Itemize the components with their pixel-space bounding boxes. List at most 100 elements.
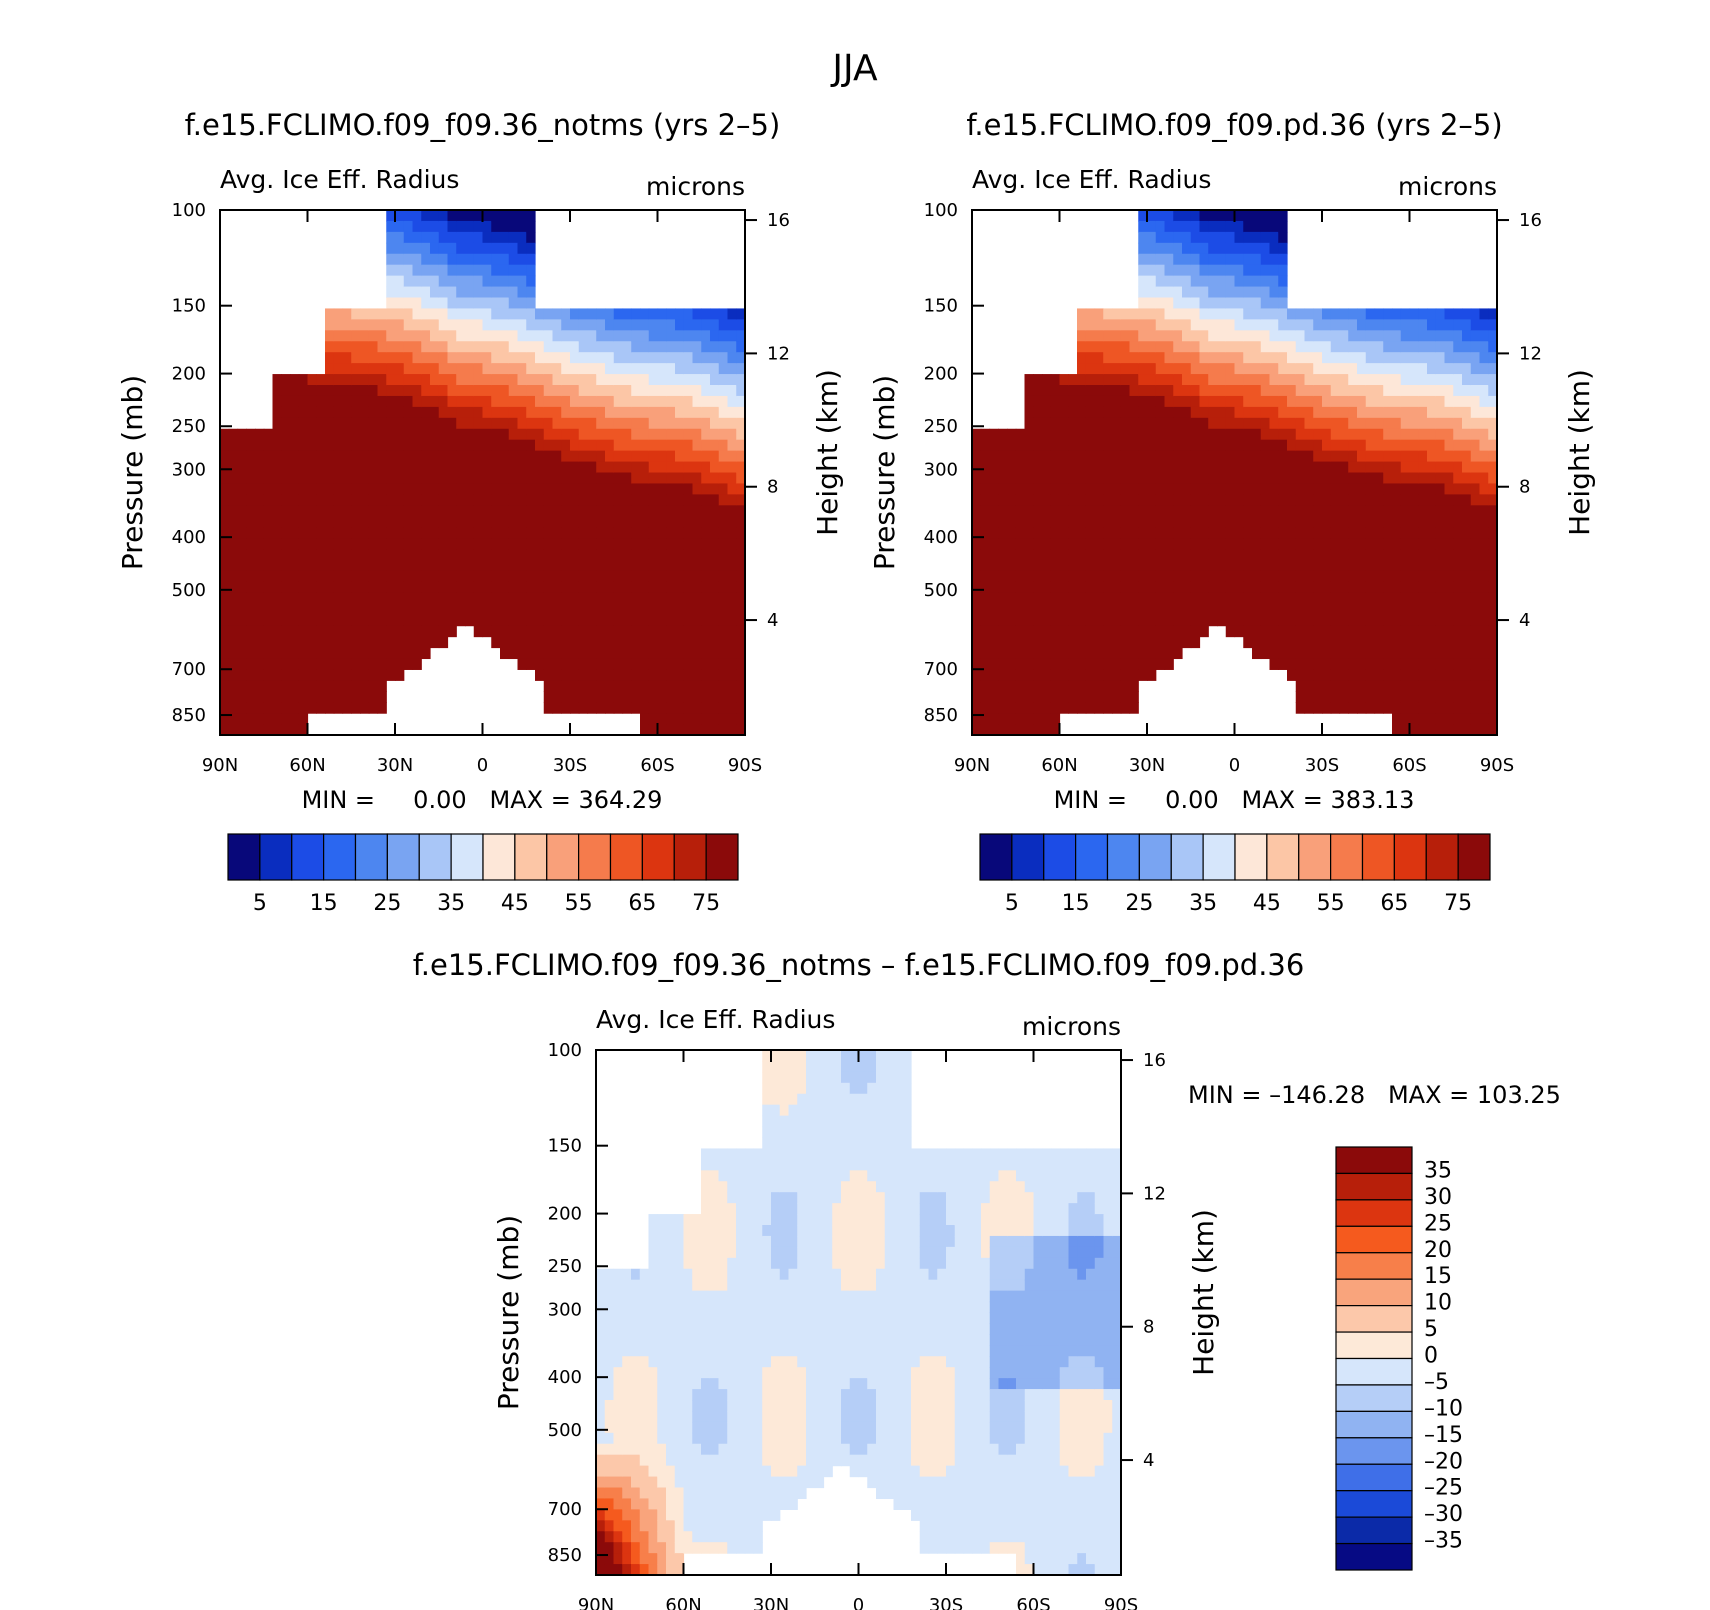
contour-cell bbox=[1015, 472, 1026, 485]
contour-cell bbox=[1112, 395, 1122, 408]
contour-cell bbox=[1050, 680, 1061, 692]
contour-cell bbox=[1479, 625, 1489, 638]
contour-cell bbox=[360, 341, 370, 353]
contour-cell bbox=[998, 581, 1008, 594]
contour-cell bbox=[1138, 352, 1148, 364]
contour-cell bbox=[1050, 472, 1061, 485]
contour-cell bbox=[1155, 570, 1166, 583]
contour-cell bbox=[508, 549, 519, 561]
contour-cell bbox=[1120, 560, 1131, 572]
contour-cell bbox=[535, 527, 545, 539]
contour-cell bbox=[683, 680, 694, 692]
contour-cell bbox=[456, 549, 466, 561]
contour-cell bbox=[622, 1334, 632, 1346]
contour-cell bbox=[1322, 428, 1332, 441]
contour-cell bbox=[692, 1367, 702, 1379]
contour-cell bbox=[1138, 264, 1148, 277]
contour-cell bbox=[1322, 352, 1332, 364]
contour-cell bbox=[1357, 363, 1367, 375]
contour-cell bbox=[640, 319, 650, 331]
contour-cell bbox=[228, 614, 239, 627]
contour-cell bbox=[1164, 253, 1174, 266]
contour-cell bbox=[578, 527, 589, 539]
contour-cell bbox=[1365, 691, 1376, 703]
colorbar-swatch bbox=[641, 833, 675, 881]
contour-cell bbox=[552, 647, 562, 660]
contour-cell bbox=[316, 439, 326, 452]
x-tick-label: 90S bbox=[1480, 755, 1514, 776]
contour-cell bbox=[613, 1498, 623, 1510]
contour-cell bbox=[290, 614, 300, 627]
contour-cell bbox=[1147, 286, 1157, 299]
contour-cell bbox=[1182, 417, 1192, 430]
contour-cell bbox=[613, 1323, 623, 1335]
contour-cell bbox=[1190, 308, 1201, 320]
contour-cell bbox=[1269, 570, 1279, 583]
contour-cell bbox=[1068, 614, 1078, 627]
contour-cell bbox=[1252, 625, 1262, 638]
contour-cell bbox=[290, 395, 300, 408]
contour-cell bbox=[377, 625, 387, 638]
contour-cell bbox=[613, 1334, 623, 1346]
contour-cell bbox=[500, 450, 510, 463]
contour-cell bbox=[1365, 603, 1376, 616]
contour-cell bbox=[1068, 560, 1078, 572]
contour-cell bbox=[281, 439, 291, 452]
contour-cell bbox=[1050, 570, 1061, 583]
contour-cell bbox=[377, 428, 387, 441]
contour-cell bbox=[1278, 549, 1288, 561]
contour-cell bbox=[263, 603, 274, 616]
contour-cell bbox=[298, 505, 309, 517]
contour-cell bbox=[561, 570, 571, 583]
contour-cell bbox=[657, 385, 667, 397]
contour-cell bbox=[447, 527, 457, 539]
contour-cell bbox=[535, 308, 545, 320]
contour-cell bbox=[1112, 483, 1122, 495]
contour-cell bbox=[421, 592, 431, 605]
contour-cell bbox=[1470, 374, 1481, 386]
contour-cell bbox=[360, 461, 370, 474]
contour-cell bbox=[998, 702, 1008, 714]
contour-cell bbox=[1182, 603, 1192, 616]
contour-cell bbox=[727, 406, 737, 419]
contour-cell bbox=[727, 702, 737, 714]
contour-cell bbox=[1199, 560, 1209, 572]
contour-cell bbox=[1208, 286, 1218, 299]
contour-cell bbox=[648, 1487, 658, 1500]
contour-cell bbox=[220, 581, 230, 594]
contour-cell bbox=[298, 406, 309, 419]
contour-cell bbox=[1322, 636, 1332, 649]
contour-cell bbox=[613, 1432, 623, 1445]
contour-cell bbox=[998, 603, 1008, 616]
contour-cell bbox=[228, 581, 239, 594]
contour-cell bbox=[1182, 286, 1192, 299]
contour-cell bbox=[701, 1268, 711, 1281]
contour-cell bbox=[1112, 472, 1122, 485]
contour-cell bbox=[1427, 560, 1437, 572]
contour-cell bbox=[718, 363, 729, 375]
contour-cell bbox=[1103, 636, 1113, 649]
contour-cell bbox=[1383, 363, 1393, 375]
contour-cell bbox=[666, 603, 676, 616]
contour-cell bbox=[1068, 647, 1078, 660]
contour-cell bbox=[316, 450, 326, 463]
contour-cell bbox=[1479, 417, 1489, 430]
contour-cell bbox=[438, 549, 449, 561]
contour-cell bbox=[1339, 385, 1349, 397]
contour-cell bbox=[1392, 319, 1402, 331]
contour-cell bbox=[683, 1279, 693, 1292]
contour-cell bbox=[491, 494, 501, 506]
contour-cell bbox=[718, 450, 729, 463]
contour-cell bbox=[1462, 702, 1472, 714]
contour-cell bbox=[1322, 570, 1332, 583]
contour-cell bbox=[255, 724, 265, 736]
contour-cell bbox=[998, 527, 1008, 539]
contour-cell bbox=[508, 352, 519, 364]
contour-cell bbox=[403, 516, 414, 528]
contour-cell bbox=[1190, 242, 1201, 255]
contour-cell bbox=[1470, 505, 1481, 517]
contour-cell bbox=[727, 691, 737, 703]
contour-cell bbox=[692, 680, 702, 692]
contour-cell bbox=[368, 516, 379, 528]
contour-cell bbox=[473, 406, 484, 419]
